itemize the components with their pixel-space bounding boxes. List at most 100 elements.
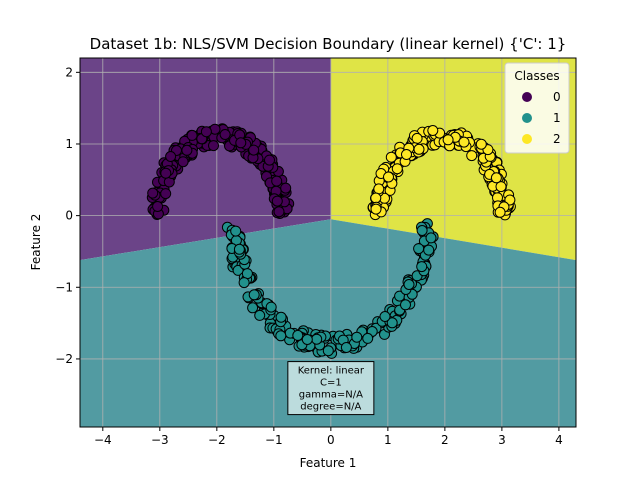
x-tick-label: 4 <box>555 433 563 447</box>
point-class-0 <box>264 154 275 166</box>
y-tick-label: −1 <box>55 280 73 294</box>
y-axis-label: Feature 2 <box>29 214 43 271</box>
point-class-1 <box>254 309 266 321</box>
point-class-1 <box>275 330 287 342</box>
point-class-0 <box>160 167 172 179</box>
plot-area: −4 −3 −2 −1 0 1 2 3 4 −2 −1 0 1 2 <box>55 57 577 447</box>
x-tick-label: −2 <box>208 433 226 447</box>
point-class-2 <box>370 192 382 204</box>
point-class-1 <box>322 345 334 357</box>
point-class-2 <box>383 171 394 183</box>
grid-lines <box>80 58 576 427</box>
point-class-2 <box>373 183 385 195</box>
point-class-1 <box>416 225 428 236</box>
x-tick-label: 0 <box>327 433 335 447</box>
point-class-1 <box>340 342 352 353</box>
legend-label: 1 <box>553 111 561 125</box>
point-class-2 <box>411 132 423 144</box>
axes-frame <box>79 57 577 428</box>
point-class-2 <box>494 206 506 218</box>
point-class-0 <box>219 129 231 140</box>
x-axis-label: Feature 1 <box>300 456 357 470</box>
x-tick-label: −3 <box>151 433 169 447</box>
y-tick-label: 2 <box>65 65 73 79</box>
point-class-0 <box>200 126 212 138</box>
point-class-1 <box>230 225 242 237</box>
point-class-0 <box>235 137 247 149</box>
model-param-line: Kernel: linear <box>298 366 365 377</box>
point-class-1 <box>241 268 253 280</box>
x-tick-label: 2 <box>441 433 449 447</box>
point-class-1 <box>311 333 323 345</box>
scatter-points <box>146 123 516 359</box>
point-class-2 <box>495 181 507 193</box>
point-class-1 <box>362 332 374 344</box>
legend-marker <box>522 92 532 102</box>
point-class-1 <box>248 289 260 301</box>
legend-label: 0 <box>553 90 561 104</box>
point-class-1 <box>301 334 313 345</box>
legend-label: 2 <box>553 132 561 146</box>
legend-box <box>504 62 570 154</box>
x-tick-label: 1 <box>384 433 392 447</box>
point-class-0 <box>271 195 283 207</box>
point-class-1 <box>403 279 415 290</box>
x-tick-label: −1 <box>265 433 283 447</box>
point-class-0 <box>186 129 198 141</box>
chart-title: Dataset 1b: NLS/SVM Decision Boundary (l… <box>90 35 567 53</box>
point-class-0 <box>147 187 159 199</box>
point-class-0 <box>280 182 292 194</box>
point-class-0 <box>160 188 172 200</box>
point-class-0 <box>271 175 283 187</box>
point-class-1 <box>386 317 398 329</box>
point-class-2 <box>442 134 454 146</box>
point-class-0 <box>208 140 219 152</box>
model-param-line: gamma=N/A <box>299 390 363 401</box>
point-class-1 <box>265 301 277 313</box>
legend-marker <box>522 134 532 144</box>
x-tick-label: −4 <box>94 433 112 447</box>
x-axis-ticks: −4 −3 −2 −1 0 1 2 3 4 <box>94 427 563 447</box>
point-class-0 <box>177 156 189 168</box>
region-class-0 <box>80 58 331 261</box>
point-class-1 <box>379 311 391 322</box>
y-tick-label: 1 <box>65 137 73 151</box>
model-params-box-background <box>287 361 375 416</box>
x-tick-label: 3 <box>498 433 506 447</box>
y-tick-label: −2 <box>55 352 73 366</box>
point-class-1 <box>238 277 250 289</box>
point-class-0 <box>152 201 164 212</box>
legend-title: Classes <box>514 69 559 83</box>
model-param-line: C=1 <box>320 378 342 389</box>
point-class-2 <box>401 149 412 160</box>
point-class-1 <box>233 243 245 255</box>
point-class-2 <box>413 143 425 155</box>
point-class-2 <box>427 125 439 136</box>
point-class-2 <box>504 194 516 206</box>
point-class-0 <box>165 151 177 162</box>
legend-entries: 0 1 2 <box>522 90 561 146</box>
y-tick-label: 0 <box>65 209 73 223</box>
point-class-2 <box>458 136 470 148</box>
point-class-1 <box>351 331 363 343</box>
point-class-2 <box>475 138 487 150</box>
point-class-1 <box>247 302 259 314</box>
point-class-1 <box>423 244 435 256</box>
model-param-line: degree=N/A <box>300 402 361 413</box>
point-class-2 <box>385 151 397 163</box>
point-class-0 <box>181 144 193 156</box>
point-class-2 <box>370 203 382 215</box>
legend: Classes 0 1 2 <box>504 62 570 154</box>
point-class-2 <box>490 172 502 184</box>
legend-marker <box>522 113 532 123</box>
point-class-1 <box>400 299 411 311</box>
point-class-1 <box>425 232 437 244</box>
point-class-1 <box>416 261 428 273</box>
point-class-0 <box>273 206 285 218</box>
point-class-2 <box>466 150 478 162</box>
point-class-1 <box>275 311 287 323</box>
point-class-0 <box>248 144 260 156</box>
